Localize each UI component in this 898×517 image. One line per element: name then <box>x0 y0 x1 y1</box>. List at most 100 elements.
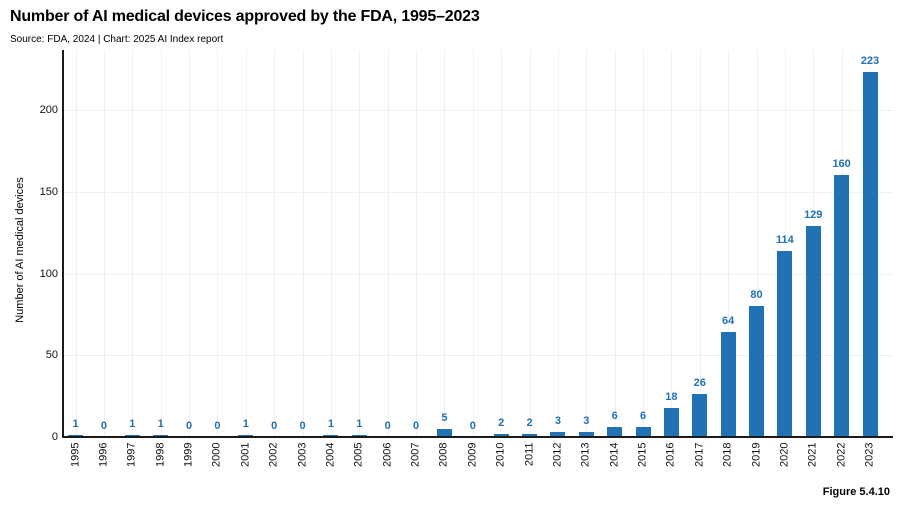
gridline-vertical <box>501 50 503 437</box>
bar <box>493 433 509 437</box>
bar-value-label: 5 <box>441 411 448 424</box>
x-tick-label: 2007 <box>409 442 422 467</box>
bar-value-label: 2 <box>498 416 505 429</box>
bar-value-label: 1 <box>157 418 164 430</box>
gridline-vertical <box>557 50 559 437</box>
x-tick-label: 2004 <box>324 442 337 467</box>
figure-number-label: Figure 5.4.10 <box>822 486 890 498</box>
bar-value-label: 0 <box>384 420 391 432</box>
bar-value-label: 114 <box>776 233 794 246</box>
bar-value-label: 0 <box>214 420 221 432</box>
x-tick-label: 2023 <box>863 442 876 467</box>
bar <box>550 432 566 437</box>
x-tick-label: 2011 <box>523 442 535 467</box>
x-tick-label: 2012 <box>551 442 564 467</box>
bar-value-label: 1 <box>72 418 79 430</box>
x-tick-label: 2010 <box>494 442 507 467</box>
x-tick-label: 1996 <box>97 442 110 467</box>
bar <box>805 226 821 437</box>
gridline-vertical <box>132 50 134 437</box>
bar-value-label: 1 <box>327 418 334 430</box>
x-tick-label: 1997 <box>125 442 138 467</box>
x-tick-label: 2014 <box>608 442 621 467</box>
bar-value-label: 0 <box>469 420 476 432</box>
x-tick-label: 2016 <box>664 442 677 467</box>
bar-value-label: 0 <box>271 420 278 432</box>
bar <box>578 432 594 437</box>
gridline-vertical <box>416 50 417 437</box>
bar <box>692 394 708 437</box>
gridline-vertical <box>728 50 730 437</box>
x-tick-label: 2002 <box>267 442 280 467</box>
bar-value-label: 6 <box>639 410 647 423</box>
bar-value-label: 0 <box>185 420 193 432</box>
gridline-horizontal <box>62 273 893 275</box>
x-tick-label: 2005 <box>352 442 365 467</box>
gridline-vertical <box>643 50 644 437</box>
gridline-vertical <box>359 50 361 437</box>
gridline-vertical <box>472 50 474 437</box>
bar-value-label: 129 <box>804 209 823 222</box>
x-tick-label: 1995 <box>69 442 81 467</box>
bar-value-label: 1 <box>356 418 363 430</box>
bar-value-label: 3 <box>583 415 590 428</box>
x-tick-label: 2013 <box>579 442 592 467</box>
gridline-vertical <box>103 50 105 437</box>
bar <box>749 306 764 437</box>
gridline-vertical <box>160 50 162 437</box>
gridline-vertical <box>671 50 673 437</box>
gridline-vertical <box>784 50 786 437</box>
y-tick-label: 0 <box>51 431 58 443</box>
bar-value-label: 26 <box>693 377 706 390</box>
bar <box>777 250 793 437</box>
gridline-vertical <box>217 50 219 437</box>
y-axis-line <box>62 50 64 438</box>
bar-value-label: 0 <box>299 420 306 432</box>
gridline-vertical <box>274 50 276 437</box>
y-tick-label: 100 <box>39 267 58 280</box>
gridline-horizontal <box>62 191 893 193</box>
x-tick-label: 2001 <box>239 442 252 467</box>
bar-value-label: 18 <box>665 390 678 403</box>
y-tick-label: 150 <box>39 185 58 198</box>
gridline-vertical <box>756 50 758 437</box>
bar-value-label: 0 <box>412 420 420 432</box>
x-tick-label: 2008 <box>437 442 450 467</box>
bar-value-label: 80 <box>750 289 763 302</box>
bar-value-label: 6 <box>611 410 618 423</box>
y-tick-label: 200 <box>39 104 58 116</box>
bar-value-label: 160 <box>832 158 851 171</box>
gridline-vertical <box>245 50 247 437</box>
x-tick-label: 2021 <box>806 442 819 467</box>
bar-value-label: 3 <box>554 415 561 428</box>
bar <box>834 175 850 437</box>
bar-value-label: 1 <box>242 418 249 430</box>
x-tick-label: 2006 <box>381 442 394 467</box>
x-tick-label: 2020 <box>778 442 791 467</box>
y-axis-title: Number of AI medical devices <box>14 177 26 323</box>
bar-value-label: 1 <box>129 418 136 430</box>
gridline-vertical <box>529 50 531 437</box>
x-tick-label: 2019 <box>750 442 762 467</box>
chart-source: Source: FDA, 2024 | Chart: 2025 AI Index… <box>10 34 224 45</box>
gridline-vertical <box>444 50 446 437</box>
bar <box>436 428 452 437</box>
gridline-horizontal <box>62 355 893 357</box>
gridline-vertical <box>75 50 77 437</box>
bar-value-label: 0 <box>100 420 107 432</box>
gridline-vertical <box>586 50 588 437</box>
gridline-vertical <box>302 50 304 437</box>
x-tick-label: 2018 <box>721 442 734 467</box>
bar-value-label: 64 <box>722 315 735 328</box>
gridline-vertical <box>387 50 389 437</box>
bar-value-label: 2 <box>526 416 533 429</box>
y-tick-label: 50 <box>45 349 58 362</box>
x-tick-label: 2009 <box>466 442 479 467</box>
bar <box>635 427 651 437</box>
gridline-vertical <box>699 50 701 437</box>
x-tick-label: 2003 <box>296 442 308 467</box>
x-tick-label: 1998 <box>154 442 167 467</box>
chart-title: Number of AI medical devices approved by… <box>10 8 480 25</box>
gridline-horizontal <box>62 110 893 111</box>
